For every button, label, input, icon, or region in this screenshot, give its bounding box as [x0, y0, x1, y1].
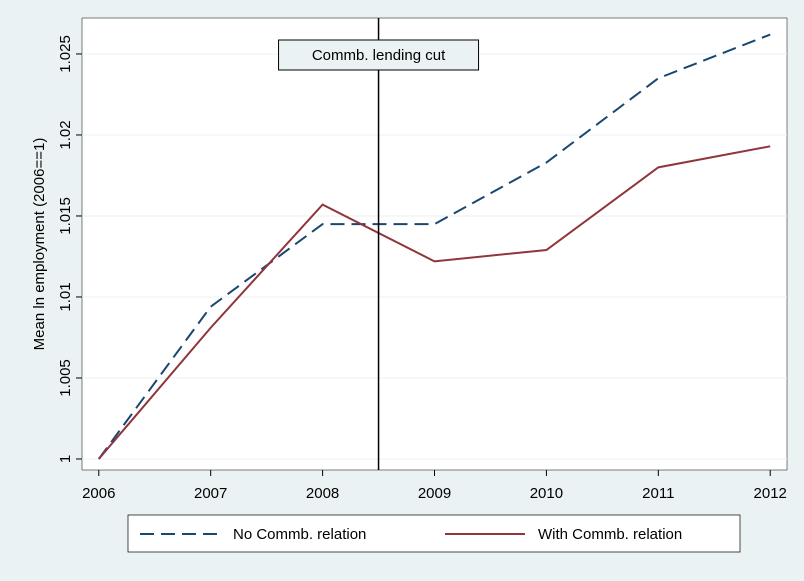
x-tick-label: 2011: [642, 485, 674, 502]
y-tick-label: 1.015: [57, 197, 74, 235]
y-tick-label: 1.02: [57, 120, 74, 149]
annotation-text: Commb. lending cut: [312, 47, 446, 64]
legend-box: [127, 514, 741, 553]
series-line: [98, 145, 771, 460]
y-tick-label: 1.005: [57, 359, 74, 397]
y-tick-label: 1.025: [57, 35, 74, 73]
y-tick-label: 1: [57, 455, 74, 463]
plot-area: [81, 17, 788, 471]
x-tick-label: 2009: [418, 485, 451, 502]
x-tick-label: 2007: [194, 485, 227, 502]
x-tick-label: 2006: [82, 485, 115, 502]
x-tick-label: 2008: [306, 485, 339, 502]
x-tick-label: 2010: [530, 485, 563, 502]
annotation-box: [278, 39, 480, 71]
y-axis-label: Mean ln employment (2006==1): [31, 138, 48, 351]
y-tick-label: 1.01: [57, 282, 74, 311]
x-tick-label: 2012: [754, 485, 787, 502]
legend-label: With Commb. relation: [538, 526, 682, 543]
legend-label: No Commb. relation: [233, 526, 366, 543]
